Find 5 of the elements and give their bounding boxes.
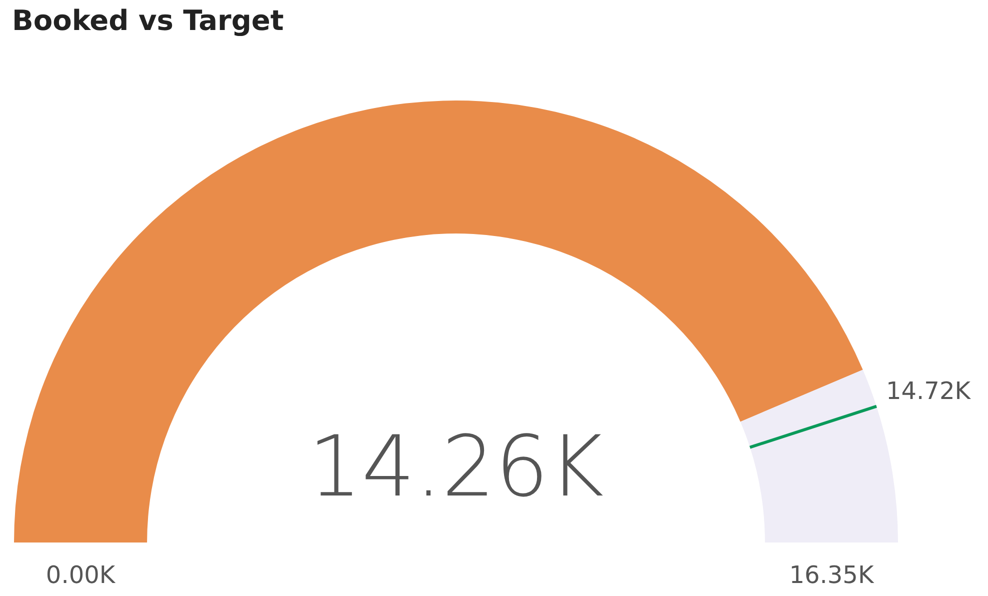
data-label: 14.26K xyxy=(308,418,604,516)
chart-title: Booked vs Target xyxy=(12,4,284,37)
text: 14.72K xyxy=(886,377,970,406)
text: 0.00K xyxy=(46,560,116,588)
text: 16.35K xyxy=(789,560,874,588)
